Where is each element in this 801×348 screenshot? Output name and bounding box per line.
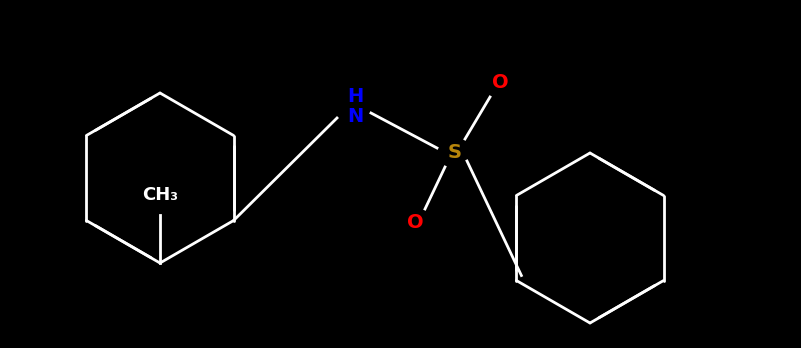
Text: O: O — [492, 73, 509, 93]
Text: S: S — [448, 143, 462, 163]
Text: N: N — [347, 106, 363, 126]
Text: CH₃: CH₃ — [142, 186, 178, 204]
Text: O: O — [407, 214, 423, 232]
Text: H: H — [347, 87, 363, 105]
